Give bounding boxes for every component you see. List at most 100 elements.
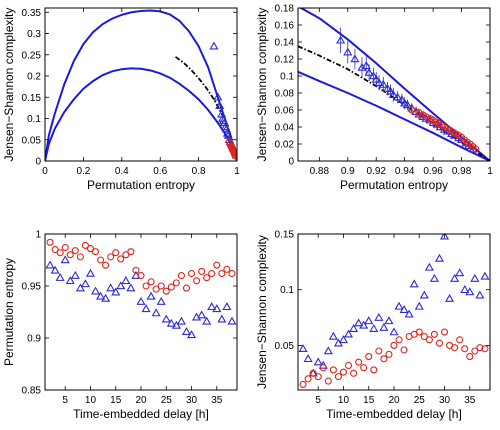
triangle-data-point — [455, 268, 465, 277]
triangle-data-point — [369, 324, 379, 332]
triangle-data-point — [364, 316, 374, 325]
lower-bound-curve — [298, 70, 490, 161]
triangle-data-point — [212, 304, 222, 313]
y-tick-label: 0.3 — [27, 29, 41, 40]
circle-data-point — [142, 282, 150, 290]
y-tick-label: 0 — [35, 157, 41, 168]
circle-data-point — [435, 339, 444, 347]
circle-data-point — [76, 253, 84, 261]
circle-data-point — [355, 358, 363, 366]
circle-data-point — [466, 353, 474, 361]
triangle-data-point — [50, 265, 60, 274]
x-tick-label: 0.94 — [395, 166, 415, 177]
triangle-data-point — [368, 71, 378, 80]
circle-data-point — [472, 145, 480, 153]
triangle-data-point — [181, 327, 192, 336]
x-tick-label: 30 — [439, 395, 451, 406]
triangle-data-point — [215, 101, 225, 109]
triangle-data-point — [374, 312, 384, 321]
circle-data-point — [208, 269, 216, 278]
circle-data-point — [350, 369, 358, 377]
triangle-data-point — [60, 255, 70, 264]
x-tick-label: 10 — [338, 395, 350, 406]
triangle-data-point — [161, 314, 171, 323]
triangle-data-point — [70, 270, 80, 279]
triangle-data-point — [146, 291, 156, 300]
x-tick-label: 25 — [161, 395, 173, 406]
circle-data-point — [193, 277, 201, 285]
circle-data-point — [91, 248, 100, 256]
triangle-data-point — [475, 290, 485, 299]
dashed-reference-curve — [175, 56, 235, 145]
circle-data-point — [339, 368, 348, 376]
circle-data-point — [167, 283, 175, 291]
circle-data-point — [400, 346, 408, 354]
x-tick-label: 0.9 — [341, 166, 355, 177]
x-axis-label: Permutation entropy — [340, 178, 448, 192]
y-tick-label: 0.95 — [22, 282, 42, 293]
y-tick-label: 0.15 — [22, 93, 42, 104]
circle-data-point — [390, 341, 398, 349]
x-tick-label: 0.92 — [366, 166, 386, 177]
circle-data-point — [132, 266, 140, 274]
x-tick-label: 1 — [234, 166, 240, 177]
circle-data-point — [380, 355, 388, 363]
circle-data-point — [309, 369, 317, 377]
triangle-data-point — [166, 318, 176, 327]
x-tick-label: 0.98 — [452, 166, 472, 177]
y-tick-label: 0.18 — [275, 4, 295, 15]
circle-data-point — [375, 347, 383, 355]
triangle-data-point — [404, 309, 414, 318]
triangle-data-point — [383, 84, 393, 92]
y-tick-label: 0.06 — [275, 106, 295, 117]
circle-data-point — [86, 245, 95, 253]
triangle-data-point — [213, 92, 223, 101]
triangle-data-point — [414, 301, 424, 310]
plot-area — [45, 238, 237, 339]
circle-data-point — [182, 284, 191, 292]
circle-data-point — [187, 269, 196, 278]
circle-data-point — [476, 344, 484, 352]
circle-data-point — [385, 350, 393, 358]
triangle-data-point — [176, 316, 186, 325]
circle-data-point — [172, 279, 180, 287]
triangle-data-point — [397, 95, 407, 104]
triangle-data-point — [350, 54, 360, 63]
chart-panel-3: 5 10 15 20 25 30 35 0.85 0.9 0.95 1 Time-embedded d… — [2, 230, 238, 421]
x-tick-label: 0.4 — [115, 166, 129, 177]
x-tick-label: 35 — [464, 395, 476, 406]
triangle-data-point — [429, 273, 439, 282]
x-tick-label: 10 — [85, 395, 97, 406]
y-tick-label: 0.12 — [275, 55, 295, 66]
triangle-data-point — [450, 273, 460, 282]
y-tick-label: 0.15 — [275, 230, 295, 241]
circle-data-point — [415, 328, 423, 336]
circle-data-point — [56, 249, 64, 257]
triangle-data-point — [424, 262, 434, 271]
circle-data-point — [117, 255, 125, 263]
y-tick-label: 0.35 — [22, 8, 42, 19]
triangle-data-point — [209, 41, 219, 50]
circle-data-point — [395, 336, 403, 344]
triangle-data-point — [121, 276, 131, 285]
y-tick-label: 0 — [288, 157, 294, 168]
circle-data-point — [213, 261, 221, 269]
circle-data-point — [102, 261, 110, 269]
circle-data-point — [461, 345, 469, 353]
y-tick-label: 0.04 — [275, 123, 295, 134]
triangle-data-point — [359, 320, 369, 329]
circle-data-point — [157, 282, 165, 290]
circle-data-point — [365, 353, 373, 361]
x-tick-label: 15 — [363, 395, 375, 406]
triangle-data-point — [156, 296, 166, 305]
triangle-data-point — [85, 268, 96, 277]
x-tick-label: 1 — [487, 166, 493, 177]
triangle-data-point — [465, 287, 475, 296]
triangle-data-point — [393, 92, 403, 101]
triangle-data-point — [378, 79, 388, 88]
circle-data-point — [231, 151, 237, 159]
circle-data-point — [228, 269, 236, 278]
circle-data-point — [81, 241, 89, 249]
x-tick-label: 0 — [42, 166, 48, 177]
circle-data-point — [137, 272, 145, 280]
